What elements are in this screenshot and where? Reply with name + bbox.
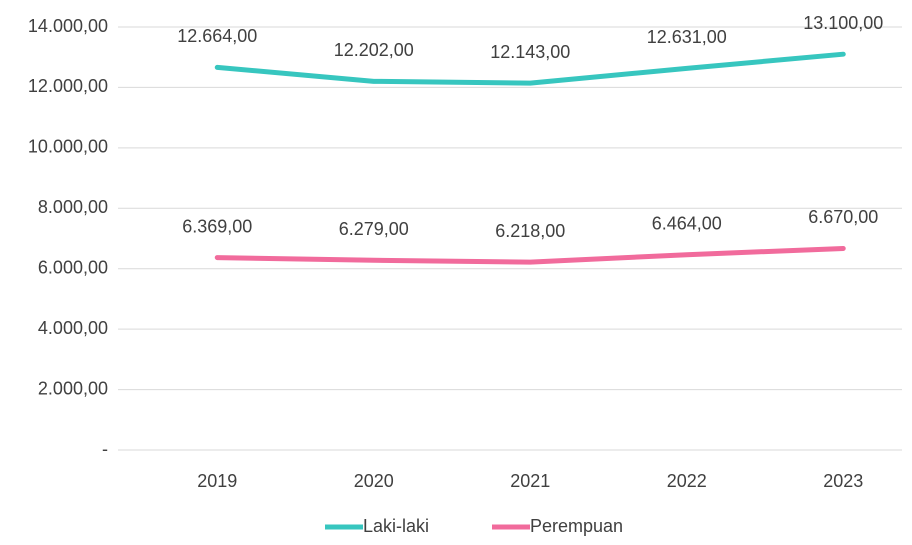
x-tick-label: 2019 [197, 471, 237, 491]
data-label: 6.369,00 [182, 216, 252, 236]
y-tick-label: 8.000,00 [38, 197, 108, 217]
x-tick-label: 2022 [667, 471, 707, 491]
y-tick-label: 10.000,00 [28, 137, 108, 157]
legend-label: Perempuan [530, 516, 623, 536]
y-tick-label: 2.000,00 [38, 378, 108, 398]
y-tick-label: 14.000,00 [28, 16, 108, 36]
x-tick-label: 2023 [823, 471, 863, 491]
data-label: 6.218,00 [495, 221, 565, 241]
data-label: 12.631,00 [647, 27, 727, 47]
y-tick-label: 6.000,00 [38, 257, 108, 277]
data-label: 12.143,00 [490, 42, 570, 62]
y-tick-label: - [102, 439, 108, 459]
legend-label: Laki-laki [363, 516, 429, 536]
series-line [214, 245, 846, 265]
y-tick-label: 12.000,00 [28, 76, 108, 96]
data-label: 6.279,00 [339, 219, 409, 239]
data-label: 6.670,00 [808, 207, 878, 227]
x-tick-label: 2020 [354, 471, 394, 491]
data-label: 6.464,00 [652, 213, 722, 233]
y-tick-label: 4.000,00 [38, 318, 108, 338]
data-label: 12.664,00 [177, 26, 257, 46]
series-line [214, 51, 846, 86]
data-label: 12.202,00 [334, 40, 414, 60]
x-tick-label: 2021 [510, 471, 550, 491]
data-label: 13.100,00 [803, 13, 883, 33]
